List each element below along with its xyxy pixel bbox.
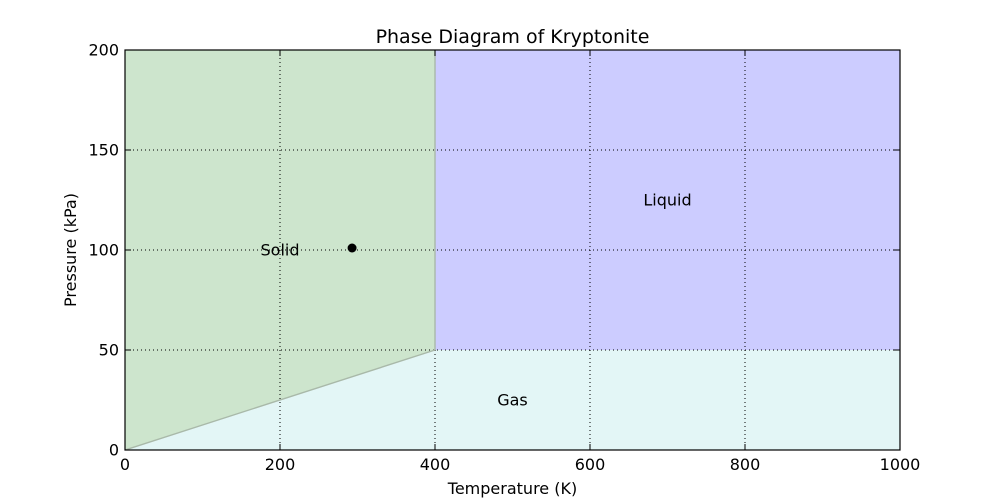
data-marks xyxy=(347,243,357,253)
x-tick-label-600: 600 xyxy=(575,455,606,474)
y-tick-label-100: 100 xyxy=(88,241,119,260)
x-tick-label-400: 400 xyxy=(420,455,451,474)
y-axis-label: Pressure (kPa) xyxy=(61,193,80,307)
x-tick-label-0: 0 xyxy=(120,455,130,474)
region-liquid xyxy=(435,50,900,350)
x-tick-label-800: 800 xyxy=(730,455,761,474)
region-labels: Solid Liquid Gas xyxy=(261,191,692,410)
region-label-solid: Solid xyxy=(261,241,300,260)
region-gas xyxy=(125,350,900,450)
phase-boundaries xyxy=(124,50,436,451)
y-tick-label-0: 0 xyxy=(109,441,119,460)
region-label-liquid: Liquid xyxy=(643,191,691,210)
x-tick-label-1000: 1000 xyxy=(880,455,921,474)
x-tick-label-200: 200 xyxy=(265,455,296,474)
region-label-gas: Gas xyxy=(497,391,528,410)
y-tick-label-150: 150 xyxy=(88,141,119,160)
data-point xyxy=(347,243,357,253)
x-axis-label: Temperature (K) xyxy=(447,479,577,498)
y-tick-label-200: 200 xyxy=(88,41,119,60)
chart-title: Phase Diagram of Kryptonite xyxy=(376,26,650,48)
y-tick-label-50: 50 xyxy=(99,341,119,360)
boundary-solid-gas xyxy=(124,349,436,451)
axis-ticks: 0 200 400 600 800 1000 0 50 100 150 200 xyxy=(88,41,920,475)
